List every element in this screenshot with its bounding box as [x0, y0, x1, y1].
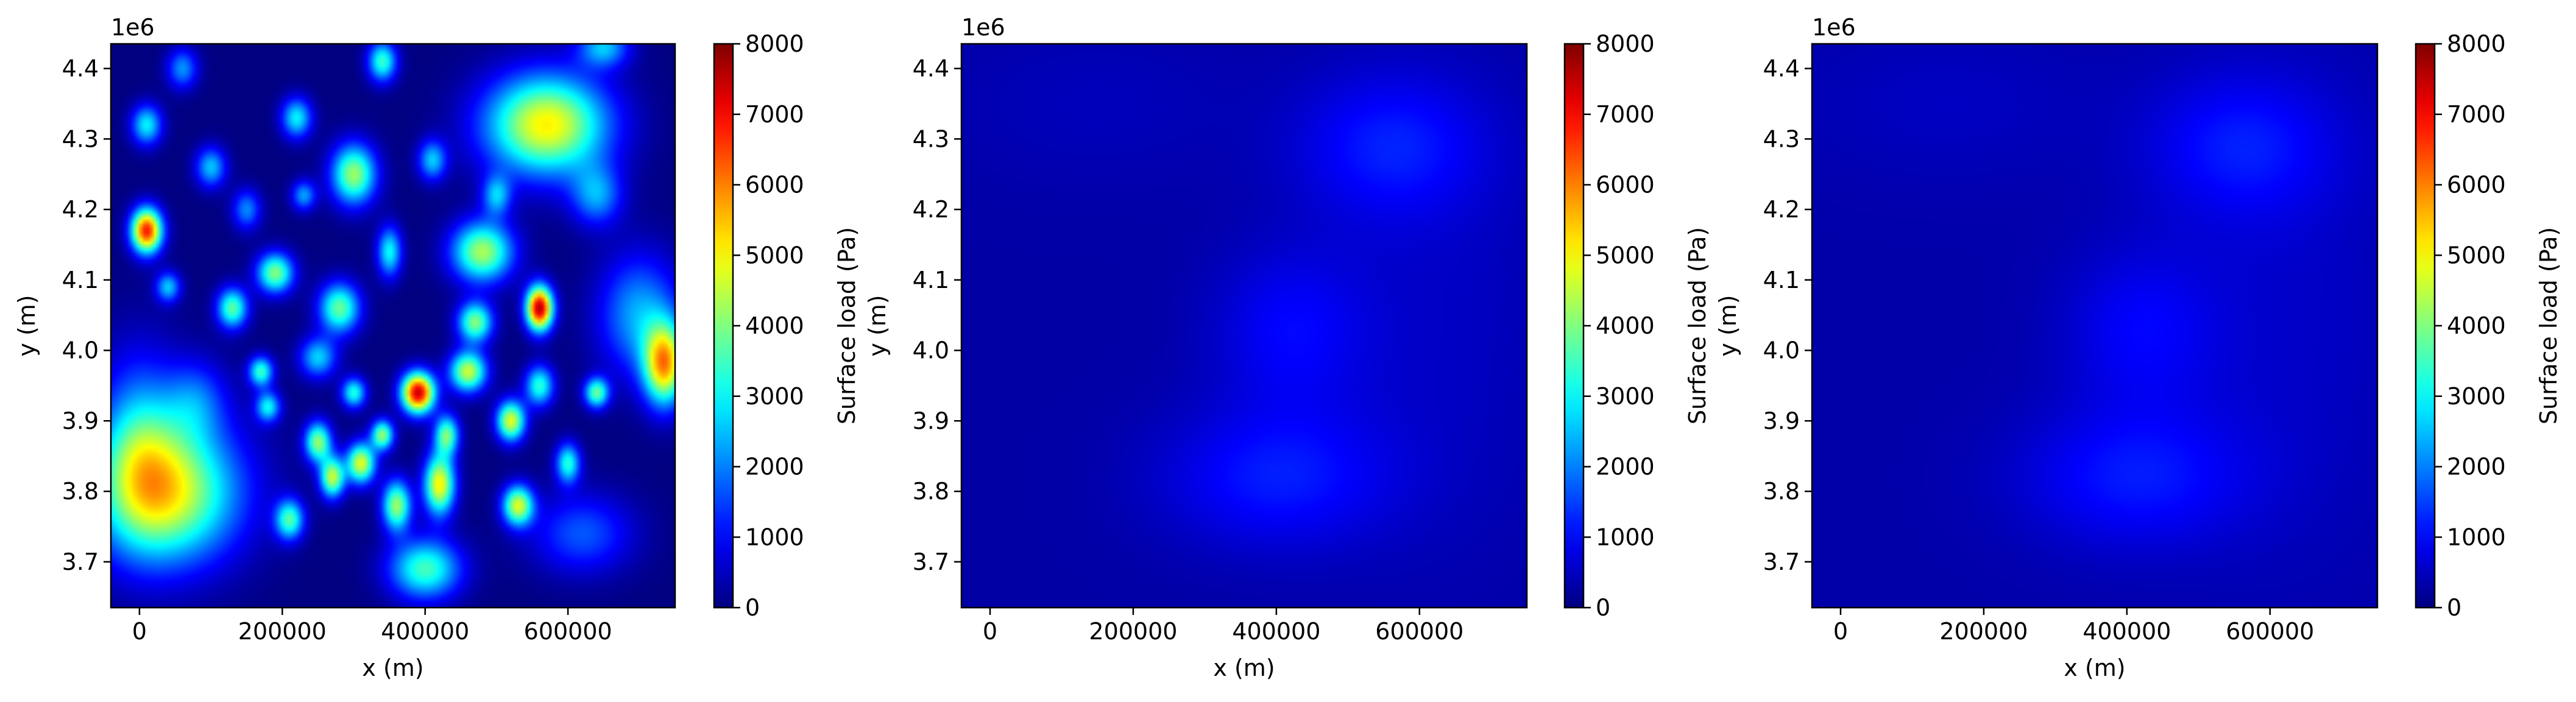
colorbar-tick-label: 2000: [745, 454, 804, 480]
colorbar-tick-label: 5000: [745, 242, 804, 269]
y-tick-label: 3.8: [913, 478, 949, 505]
axes-frame: [960, 43, 1528, 609]
y-tick-label: 4.3: [1763, 125, 1800, 152]
colorbar-tick-label: 0: [1596, 594, 1610, 621]
y-tick-label: 4.3: [62, 125, 99, 152]
axes-frame: [110, 43, 676, 609]
colorbar-tick-label: 1000: [745, 524, 804, 550]
colorbar-tick-label: 8000: [1596, 30, 1655, 57]
y-axis-label: y (m): [864, 295, 891, 356]
x-axis-label: x (m): [2064, 655, 2125, 681]
colorbar-tick-label: 8000: [745, 30, 804, 57]
colorbar-tick-label: 3000: [745, 383, 804, 410]
colorbar: [713, 43, 734, 609]
colorbar-tick-label: 0: [2447, 594, 2461, 621]
y-offset-text: 1e6: [1812, 14, 1856, 41]
colorbar-tick-label: 6000: [2447, 172, 2506, 198]
y-tick-label: 4.2: [62, 196, 99, 223]
x-tick-label: 200000: [1939, 618, 2028, 645]
colorbar: [2415, 43, 2436, 609]
colorbar-tick-label: 7000: [2447, 101, 2506, 128]
y-tick-label: 4.1: [62, 267, 99, 293]
axes-frame: [1811, 43, 2379, 609]
x-tick-label: 200000: [1089, 618, 1177, 645]
x-tick-label: 0: [1833, 618, 1848, 645]
colorbar-tick-label: 0: [745, 594, 760, 621]
y-tick-label: 3.7: [1763, 549, 1800, 575]
y-axis-label: y (m): [1714, 295, 1741, 356]
y-tick-label: 3.7: [913, 549, 949, 575]
y-tick-label: 3.9: [1763, 407, 1800, 434]
colorbar-tick-label: 7000: [745, 101, 804, 128]
colorbar-tick-label: 2000: [1596, 454, 1655, 480]
colorbar-tick-label: 2000: [2447, 454, 2506, 480]
x-tick-label: 400000: [381, 618, 469, 645]
colorbar-tick-label: 3000: [1596, 383, 1655, 410]
y-tick-label: 3.9: [62, 407, 99, 434]
y-tick-label: 4.0: [62, 337, 99, 364]
x-tick-label: 600000: [2226, 618, 2314, 645]
colorbar-tick-label: 5000: [1596, 242, 1655, 269]
colorbar-tick-label: 8000: [2447, 30, 2506, 57]
y-offset-text: 1e6: [961, 14, 1005, 41]
colorbar-label: Surface load (Pa): [833, 227, 860, 424]
y-offset-text: 1e6: [111, 14, 155, 41]
panel-right: 0 200000 400000 600000 3.7 3.8 3.9 4.0 4.1 4.2 4.3…: [1714, 14, 2562, 681]
y-tick-label: 4.0: [1763, 337, 1800, 364]
y-tick-label: 3.9: [913, 407, 949, 434]
y-tick-label: 4.1: [913, 267, 949, 293]
heatmap-image-middle: [961, 44, 1527, 608]
colorbar-tick-label: 4000: [745, 312, 804, 339]
x-tick-label: 0: [132, 618, 147, 645]
colorbar-tick-label: 6000: [1596, 172, 1655, 198]
x-axis-label: x (m): [1213, 655, 1275, 681]
colorbar-tick-label: 7000: [1596, 101, 1655, 128]
x-tick-label: 400000: [1232, 618, 1320, 645]
colorbar-tick-label: 4000: [1596, 312, 1655, 339]
colorbar-tick-label: 3000: [2447, 383, 2506, 410]
y-tick-label: 3.7: [62, 549, 99, 575]
y-tick-label: 4.4: [62, 55, 99, 82]
x-axis-label: x (m): [362, 655, 423, 681]
x-tick-label: 600000: [524, 618, 612, 645]
colorbar-label: Surface load (Pa): [1684, 227, 1711, 424]
y-tick-label: 4.2: [913, 196, 949, 223]
panel-left: 0 200000 400000 600000 3.7 3.8 3.9 4.0 4.1 4.2 4.3…: [13, 14, 860, 681]
y-axis-label: y (m): [13, 295, 40, 356]
x-tick-label: 200000: [238, 618, 327, 645]
y-tick-label: 4.1: [1763, 267, 1800, 293]
colorbar-tick-label: 6000: [745, 172, 804, 198]
colorbar-tick-label: 4000: [2447, 312, 2506, 339]
colorbar-tick-label: 1000: [2447, 524, 2506, 550]
y-tick-label: 3.8: [62, 478, 99, 505]
y-tick-label: 4.2: [1763, 196, 1800, 223]
y-tick-label: 4.0: [913, 337, 949, 364]
colorbar: [1563, 43, 1585, 609]
heatmap-image-left: [111, 44, 675, 608]
y-tick-label: 4.4: [913, 55, 949, 82]
x-tick-label: 600000: [1375, 618, 1463, 645]
colorbar-label: Surface load (Pa): [2535, 227, 2562, 424]
x-tick-label: 0: [983, 618, 997, 645]
y-tick-label: 4.4: [1763, 55, 1800, 82]
x-tick-label: 400000: [2082, 618, 2171, 645]
panel-middle: 0 200000 400000 600000 3.7 3.8 3.9 4.0 4.1 4.2 4.3…: [864, 14, 1711, 681]
heatmap-image-right: [1812, 44, 2377, 608]
y-tick-label: 3.8: [1763, 478, 1800, 505]
y-tick-label: 4.3: [913, 125, 949, 152]
colorbar-tick-label: 1000: [1596, 524, 1655, 550]
colorbar-tick-label: 5000: [2447, 242, 2506, 269]
